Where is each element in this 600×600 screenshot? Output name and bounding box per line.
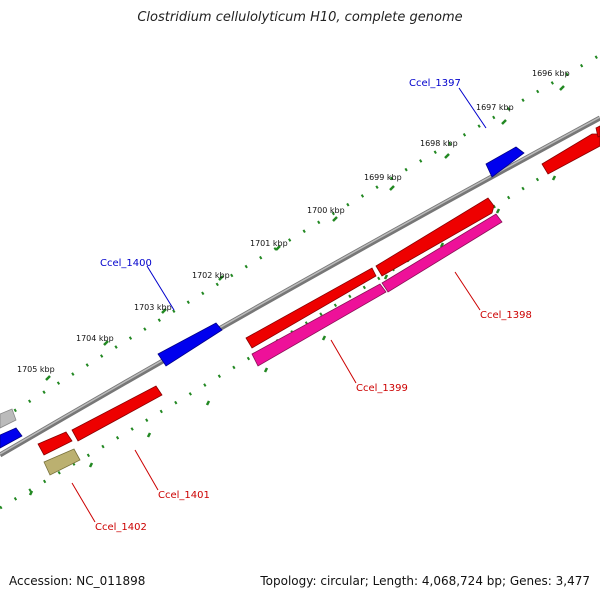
gene-label-ccel1401[interactable]: Ccel_1401 bbox=[158, 490, 210, 501]
ruler-label: 1700 kbp bbox=[307, 206, 345, 215]
inner-ruler-track bbox=[0, 138, 600, 510]
gene-arrow-ccel1400[interactable] bbox=[157, 322, 223, 367]
gene-label-ccel1397[interactable]: Ccel_1397 bbox=[409, 78, 461, 89]
forward-genes bbox=[0, 146, 525, 449]
genome-summary-text: Topology: circular; Length: 4,068,724 bp… bbox=[260, 574, 590, 588]
genome-backbone bbox=[0, 115, 600, 458]
gene-arrow-ccel1397[interactable] bbox=[485, 146, 525, 178]
ruler-label: 1698 kbp bbox=[420, 139, 458, 148]
reverse-genes bbox=[37, 125, 600, 456]
leader-lines bbox=[71, 87, 487, 523]
gene-arrow-ccel1399[interactable] bbox=[245, 267, 377, 349]
rna-arrow-ccel1399[interactable] bbox=[251, 283, 387, 367]
gene-arrow-right-edge[interactable] bbox=[541, 133, 600, 175]
rna-arrow-ccel1398[interactable] bbox=[381, 213, 503, 293]
ruler-label: 1702 kbp bbox=[192, 271, 230, 280]
gene-label-ccel1398[interactable]: Ccel_1398 bbox=[480, 310, 532, 321]
gene-labels: Ccel_1397 Ccel_1398 Ccel_1399 Ccel_1400 … bbox=[95, 78, 532, 533]
ruler-label: 1697 kbp bbox=[476, 103, 514, 112]
outer-major-ticks bbox=[45, 85, 565, 381]
gene-label-ccel1399[interactable]: Ccel_1399 bbox=[356, 383, 408, 394]
gene-arrow-left-other[interactable] bbox=[0, 408, 17, 429]
ruler-label: 1705 kbp bbox=[17, 365, 55, 374]
ruler-label: 1699 kbp bbox=[364, 173, 402, 182]
gene-arrow-ccel1401[interactable] bbox=[71, 385, 163, 442]
accession-text: Accession: NC_011898 bbox=[9, 574, 146, 588]
genome-backbone-highlight bbox=[0, 116, 600, 455]
pseudo-genes bbox=[43, 448, 81, 476]
gene-label-ccel1400[interactable]: Ccel_1400 bbox=[100, 258, 152, 269]
inner-major-ticks bbox=[28, 175, 557, 496]
ruler-label: 1701 kbp bbox=[250, 239, 288, 248]
gene-arrow-right-edge-2[interactable] bbox=[595, 125, 600, 138]
gene-arrow-left-forward[interactable] bbox=[0, 427, 23, 449]
ruler-label: 1696 kbp bbox=[532, 69, 570, 78]
gene-arrow-small-reverse[interactable] bbox=[37, 431, 73, 456]
gene-arrow-ccel1398[interactable] bbox=[375, 197, 495, 277]
rna-genes bbox=[251, 213, 503, 367]
ruler-labels: 1696 kbp 1697 kbp 1698 kbp 1699 kbp 1700… bbox=[17, 69, 570, 374]
pseudo-arrow-ccel1402[interactable] bbox=[43, 448, 81, 476]
map-title: Clostridium cellulolyticum H10, complete… bbox=[137, 10, 463, 25]
gene-label-ccel1402[interactable]: Ccel_1402 bbox=[95, 522, 147, 533]
ruler-label: 1703 kbp bbox=[134, 303, 172, 312]
ruler-label: 1704 kbp bbox=[76, 334, 114, 343]
